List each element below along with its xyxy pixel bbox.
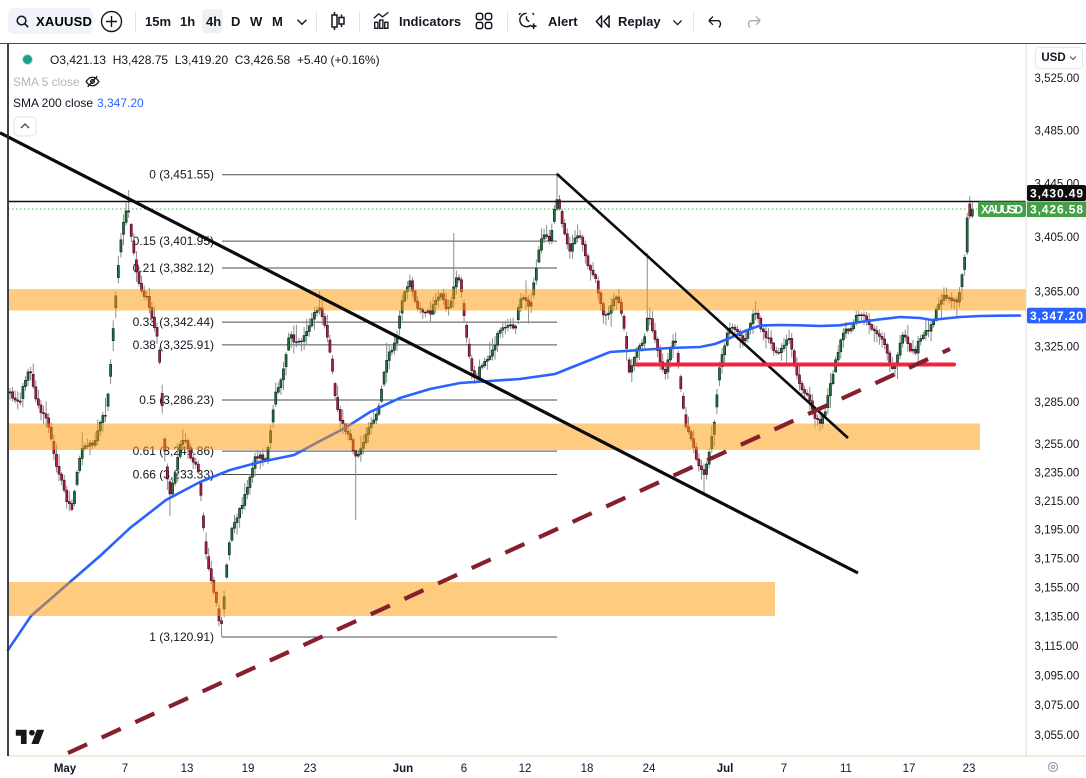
svg-text:3,075.00: 3,075.00 [1035,700,1080,712]
svg-text:3,426.58: 3,426.58 [1030,203,1083,217]
svg-text:7: 7 [781,763,787,775]
svg-text:23: 23 [304,763,317,775]
svg-text:18: 18 [581,763,594,775]
svg-text:3,325.00: 3,325.00 [1035,341,1080,353]
svg-text:3,365.00: 3,365.00 [1035,287,1080,299]
svg-text:6: 6 [461,763,467,775]
svg-text:3,347.20: 3,347.20 [1030,309,1083,323]
svg-text:1 (3,120.91): 1 (3,120.91) [149,630,214,644]
svg-text:Jun: Jun [393,763,413,775]
svg-text:Jul: Jul [717,763,734,775]
svg-text:3,430.49: 3,430.49 [1030,187,1083,201]
svg-text:XAUUSD: XAUUSD [981,203,1023,217]
svg-text:3,485.00: 3,485.00 [1035,126,1080,138]
svg-text:May: May [54,763,77,775]
svg-text:3,155.00: 3,155.00 [1035,582,1080,594]
svg-text:3,255.00: 3,255.00 [1035,439,1080,451]
svg-text:3,215.00: 3,215.00 [1035,496,1080,508]
svg-text:3,135.00: 3,135.00 [1035,612,1080,624]
svg-text:17: 17 [903,763,916,775]
svg-text:3,235.00: 3,235.00 [1035,467,1080,479]
svg-text:3,525.00: 3,525.00 [1035,73,1080,85]
svg-text:0.5 (3,286.23): 0.5 (3,286.23) [139,393,214,407]
svg-text:3,175.00: 3,175.00 [1035,553,1080,565]
svg-text:3,405.00: 3,405.00 [1035,232,1080,244]
svg-text:0.38 (3,325.91): 0.38 (3,325.91) [133,338,214,352]
svg-text:19: 19 [242,763,255,775]
svg-text:0.21 (3,382.12): 0.21 (3,382.12) [133,261,214,275]
svg-text:3,055.00: 3,055.00 [1035,730,1080,742]
svg-text:0.15 (3,401.95): 0.15 (3,401.95) [133,234,214,248]
svg-text:23: 23 [963,763,976,775]
svg-text:13: 13 [181,763,194,775]
svg-text:0.66 (3,233.33): 0.66 (3,233.33) [133,468,214,482]
svg-text:3,095.00: 3,095.00 [1035,671,1080,683]
svg-text:24: 24 [643,763,656,775]
svg-text:3,285.00: 3,285.00 [1035,397,1080,409]
svg-text:3,195.00: 3,195.00 [1035,525,1080,537]
svg-text:12: 12 [519,763,532,775]
svg-text:7: 7 [122,763,128,775]
svg-text:0.33 (3,342.44): 0.33 (3,342.44) [133,315,214,329]
svg-text:0 (3,451.55): 0 (3,451.55) [149,168,214,182]
svg-text:3,115.00: 3,115.00 [1035,641,1079,653]
svg-text:11: 11 [840,763,852,775]
